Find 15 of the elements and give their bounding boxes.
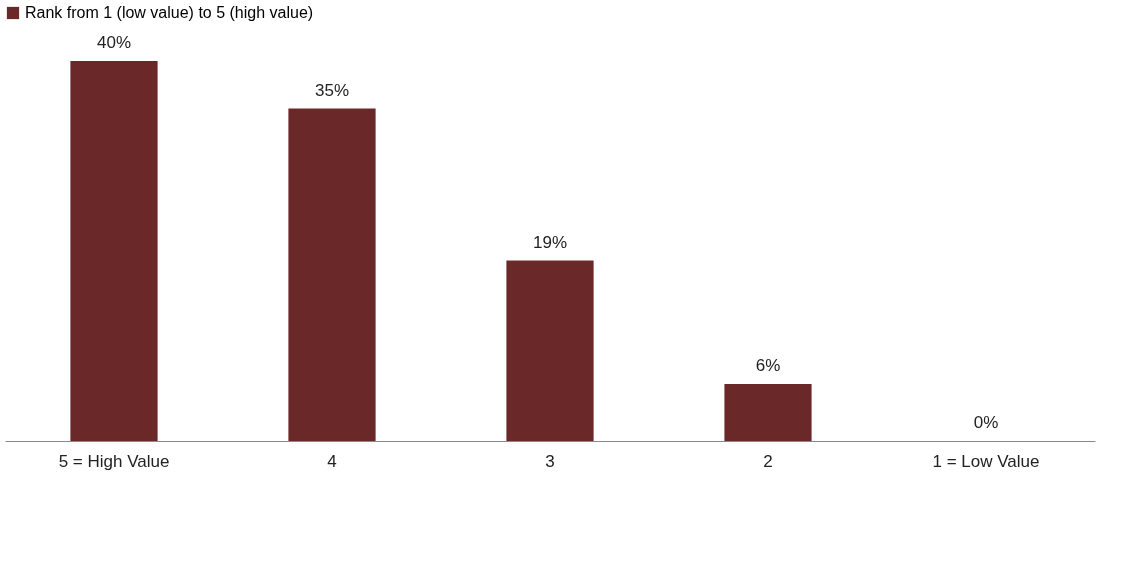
data-label: 0% [973,413,999,432]
x-tick-label: 5 = High Value [58,451,170,471]
data-label: 40% [96,33,132,52]
bar [506,260,594,441]
x-tick-label: 2 [763,451,773,471]
x-tick-label: 1 = Low Value [932,451,1040,471]
x-tick-label: 3 [545,451,555,471]
data-label: 6% [755,356,781,375]
x-tick-label: 4 [327,451,337,471]
data-label: 35% [314,80,350,100]
bar [724,384,812,441]
bar [70,61,158,441]
data-label: 19% [532,232,568,252]
legend-label: Rank from 1 (low value) to 5 (high value) [25,4,314,21]
bar [288,108,376,441]
